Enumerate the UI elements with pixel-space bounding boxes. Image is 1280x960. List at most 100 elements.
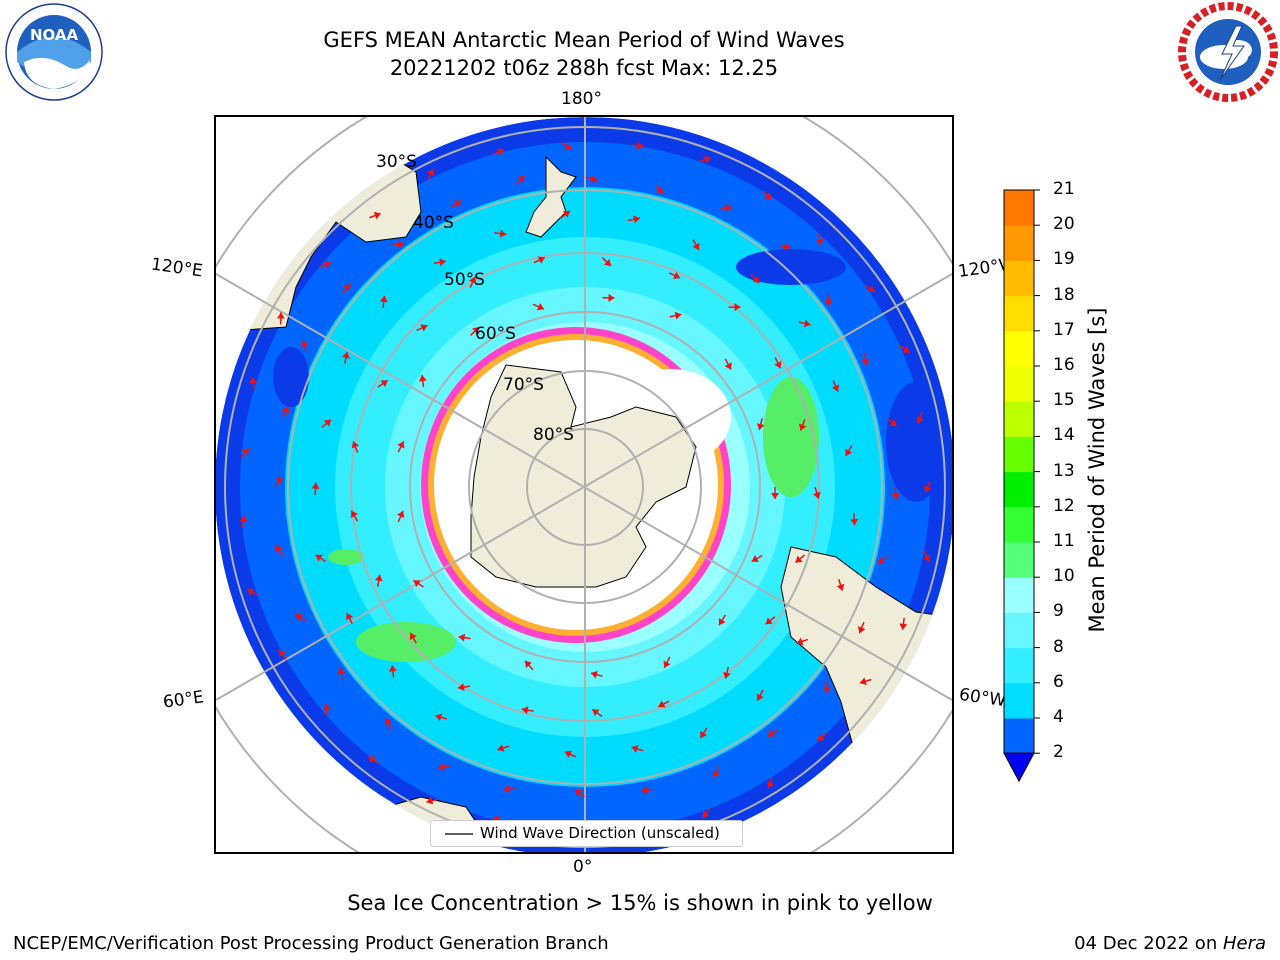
wave-arrow-head: [388, 665, 397, 672]
colorbar-segment: [1004, 190, 1034, 226]
wave-arrow-head: [453, 200, 462, 208]
lat-label: 80°S: [533, 425, 574, 445]
wave-arrow-head: [796, 637, 804, 646]
wave-arrow-head: [724, 362, 732, 370]
colorbar: [1003, 189, 1040, 783]
wave-arrow-head: [521, 706, 529, 715]
wave-arrow-head: [351, 510, 358, 519]
wave-arrow-head: [239, 515, 248, 523]
wave-arrow-head: [641, 786, 648, 795]
colorbar-tick-label: 6: [1053, 671, 1064, 692]
wave-arrow-head: [674, 311, 682, 320]
wave-arrow-head: [592, 709, 600, 717]
wave-arrow-head: [764, 192, 772, 200]
wave-arrow-head: [351, 441, 360, 449]
wave-arrow-head: [861, 358, 870, 366]
lat-label: 50°S: [444, 270, 485, 290]
wave-arrow-head: [409, 632, 417, 641]
wave-arrow-head: [241, 448, 249, 456]
wave-arrow-head: [343, 283, 351, 291]
wave-arrow-head: [783, 242, 791, 251]
colorbar-segment: [1004, 718, 1034, 754]
polar-map: [216, 117, 952, 852]
colorbar-segment: [1004, 225, 1034, 261]
wave-arrow-head: [877, 557, 885, 564]
wave-arrow-head: [916, 416, 924, 424]
wave-arrow-head: [590, 670, 598, 679]
colorbar-tick-label: 18: [1053, 284, 1075, 305]
wave-arrow-head: [472, 327, 480, 335]
colorbar-tick-label: 14: [1053, 425, 1075, 446]
wave-arrow-head: [427, 168, 435, 177]
wave-arrow-head: [564, 750, 572, 758]
wave-arrow-head: [276, 312, 285, 319]
chart-title: GEFS MEAN Antarctic Mean Period of Wind …: [323, 28, 845, 52]
wave-arrow-head: [751, 555, 759, 563]
wave-arrow-head: [608, 293, 615, 302]
wave-arrow-head: [564, 143, 572, 150]
wave-arrow-head: [374, 574, 383, 582]
colorbar-tick-label: 13: [1053, 460, 1075, 481]
wave-arrow-head: [275, 545, 283, 553]
wave-arrow-head: [380, 380, 388, 387]
colorbar-segment: [1004, 401, 1034, 437]
wave-arrow-head: [342, 351, 350, 359]
wave-arrow-head: [850, 518, 859, 526]
wave-arrow-head: [247, 588, 255, 596]
credit-text: NCEP/EMC/Verification Post Processing Pr…: [13, 933, 609, 954]
colorbar-segment: [1004, 330, 1034, 367]
wave-arrow-head: [249, 377, 258, 384]
wave-arrow-head: [497, 148, 505, 156]
wave-arrow-head: [703, 155, 711, 164]
wave-arrow-head: [867, 285, 876, 292]
svg-text:NOAA: NOAA: [30, 26, 79, 44]
wave-arrow-head: [324, 260, 332, 269]
map-panel: Wind Wave Direction (unscaled): [214, 115, 954, 854]
colorbar-segment: [1004, 682, 1034, 719]
colorbar-segment: [1004, 436, 1034, 473]
colorbar-tick-label: 20: [1053, 214, 1075, 235]
colorbar-tick-label: 9: [1053, 601, 1064, 622]
wave-arrow-head: [398, 240, 405, 249]
wave-arrow-head: [603, 258, 612, 266]
wave-arrow-head: [857, 626, 866, 634]
wave-arrow-head: [831, 384, 840, 392]
green-patch: [356, 622, 456, 662]
noaa-logo: NOAA: [5, 3, 103, 101]
wave-arrow-head: [752, 275, 760, 284]
wave-arrow-head: [656, 186, 664, 194]
wave-arrow-head: [322, 703, 331, 711]
wave-arrow-head: [281, 406, 290, 414]
colorbar-tick-label: 8: [1053, 636, 1064, 657]
wave-arrow-head: [923, 485, 932, 493]
wave-arrow-head: [734, 303, 741, 312]
machine-name: Hera: [1222, 933, 1266, 954]
lat-label: 70°S: [503, 375, 544, 395]
lon-label-60e: 60°E: [161, 687, 206, 713]
colorbar-tick-label: 2: [1053, 742, 1064, 763]
wave-arrow-head: [817, 734, 825, 741]
colorbar-segment: [1004, 542, 1034, 578]
wave-arrow-head: [767, 729, 775, 737]
nws-logo: [1178, 2, 1278, 102]
wave-arrow-head: [756, 693, 764, 701]
wave-arrow-head: [574, 789, 583, 797]
colorbar-tick-label: 11: [1053, 531, 1075, 551]
lat-label: 40°S: [413, 213, 454, 233]
blue-patch: [886, 382, 946, 502]
wave-arrow-head: [562, 210, 570, 218]
colorbar-segment: [1004, 260, 1034, 297]
lon-label-0: 0°: [573, 857, 593, 877]
wave-arrow-head: [517, 175, 525, 183]
colorbar-under-arrow: [1003, 752, 1035, 783]
graticule: [216, 117, 952, 852]
wave-arrow-head: [345, 612, 354, 621]
wave-arrow-head: [824, 299, 833, 307]
date-stamp: 04 Dec 2022 on Hera: [1074, 933, 1266, 954]
wave-arrow-head: [631, 745, 639, 753]
wave-arrow-head: [718, 617, 726, 626]
wave-arrow-head: [922, 554, 931, 562]
lat-label: 60°S: [475, 324, 516, 344]
wave-arrow-head: [700, 730, 708, 739]
colorbar-tick-label: 10: [1053, 566, 1075, 587]
